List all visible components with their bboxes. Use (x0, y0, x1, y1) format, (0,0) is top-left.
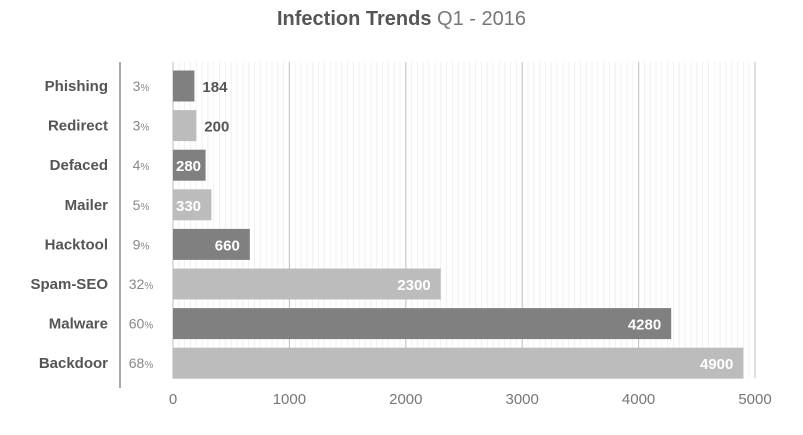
bar (173, 70, 195, 102)
category-label: Hacktool (45, 236, 108, 253)
x-tick-label: 0 (169, 391, 177, 408)
bar (173, 268, 441, 300)
x-tick-label: 5000 (738, 391, 771, 408)
value-label: 280 (176, 158, 201, 175)
x-tick-label: 4000 (622, 391, 655, 408)
percent-label: 3% (133, 118, 150, 134)
percent-label: 68% (129, 355, 154, 371)
value-label: 4280 (628, 317, 661, 334)
category-label: Redirect (48, 118, 108, 135)
percent-label: 4% (133, 157, 150, 173)
category-label: Backdoor (39, 355, 108, 372)
percent-label: 60% (129, 316, 154, 332)
category-label: Spam-SEO (30, 276, 108, 293)
category-label: Defaced (50, 157, 108, 174)
value-label: 330 (176, 198, 201, 215)
value-label: 660 (215, 237, 240, 254)
percent-label: 9% (133, 236, 150, 252)
chart-title-sub: Q1 - 2016 (437, 8, 526, 30)
bar (173, 149, 206, 181)
x-tick-label: 3000 (506, 391, 539, 408)
bar (173, 110, 197, 142)
bar (173, 347, 744, 379)
chart-title-main: Infection Trends (277, 8, 432, 30)
value-label: 4900 (700, 356, 733, 373)
percent-label: 32% (129, 276, 154, 292)
bar (173, 308, 672, 340)
chart-title: Infection Trends Q1 - 2016 (0, 8, 803, 31)
value-label: 200 (204, 119, 229, 136)
bar (173, 189, 212, 221)
percent-label: 3% (133, 78, 150, 94)
x-tick-label: 1000 (273, 391, 306, 408)
category-label: Mailer (65, 197, 109, 214)
percent-label: 5% (133, 197, 150, 213)
value-label: 2300 (397, 277, 430, 294)
value-label: 184 (202, 79, 228, 96)
bar (173, 228, 250, 260)
category-label: Malware (49, 316, 108, 333)
category-label: Phishing (45, 78, 108, 95)
x-tick-label: 2000 (389, 391, 422, 408)
